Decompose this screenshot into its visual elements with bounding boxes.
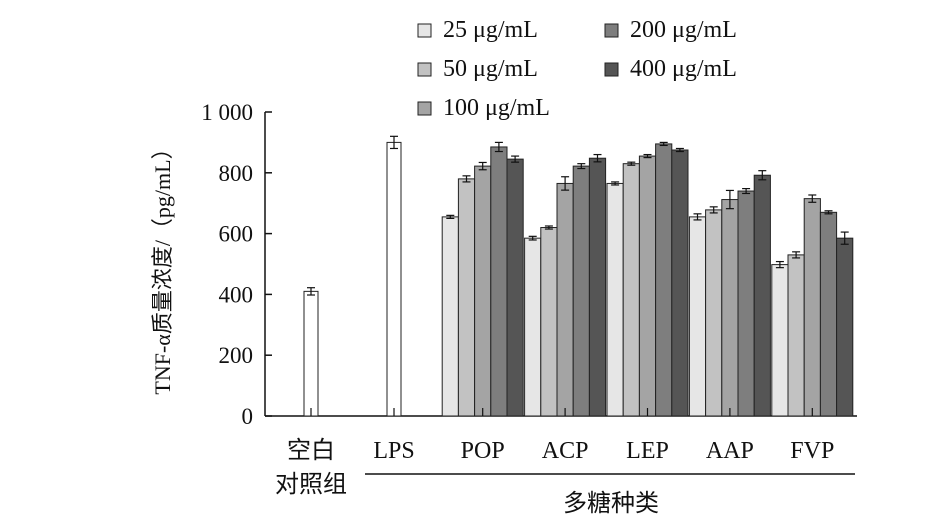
x-tick-label: AAP bbox=[706, 438, 754, 464]
bar bbox=[671, 149, 689, 417]
bar bbox=[540, 227, 558, 417]
bar bbox=[506, 158, 524, 417]
x-tick-label: LEP bbox=[626, 438, 669, 464]
bar bbox=[474, 165, 492, 417]
bar bbox=[753, 174, 771, 417]
legend-swatch bbox=[604, 23, 619, 38]
bar bbox=[787, 254, 805, 417]
bar bbox=[771, 264, 789, 417]
legend: 25 μg/mL 50 μg/mL 100 μg/mL 200 μg/mL 400 μg… bbox=[417, 17, 737, 121]
legend-label: 25 μg/mL bbox=[443, 17, 538, 43]
bar bbox=[556, 182, 574, 417]
legend-label: 400 μg/mL bbox=[630, 56, 737, 82]
legend-swatch bbox=[417, 62, 432, 77]
bar bbox=[490, 146, 508, 417]
y-axis: 0 200 400 600 800 1 000 bbox=[201, 100, 857, 429]
bar bbox=[655, 143, 673, 417]
bar bbox=[836, 237, 854, 417]
legend-label: 200 μg/mL bbox=[630, 17, 737, 43]
control-bar bbox=[303, 290, 319, 417]
x-axis-label: 多糖种类 bbox=[563, 490, 659, 517]
y-tick-label: 200 bbox=[219, 343, 254, 368]
y-tick-label: 400 bbox=[219, 282, 254, 307]
x-tick-label: 对照组 bbox=[275, 471, 347, 498]
bar bbox=[457, 178, 476, 417]
legend-swatch bbox=[417, 101, 432, 116]
y-tick-label: 1 000 bbox=[201, 100, 253, 125]
x-tick-label: LPS bbox=[373, 438, 414, 464]
x-tick-label: ACP bbox=[542, 438, 589, 464]
bar bbox=[721, 199, 739, 417]
bars bbox=[303, 135, 854, 417]
bar bbox=[638, 155, 657, 417]
x-tick-label: 空白 bbox=[287, 437, 335, 464]
bar bbox=[803, 198, 821, 417]
x-tick-label: POP bbox=[461, 438, 505, 464]
y-tick-label: 600 bbox=[219, 222, 254, 247]
bar bbox=[572, 165, 590, 417]
legend-swatch bbox=[604, 62, 619, 77]
bar bbox=[588, 157, 607, 417]
x-tick-label: FVP bbox=[790, 438, 834, 464]
legend-swatch bbox=[417, 23, 432, 38]
legend-label: 50 μg/mL bbox=[443, 56, 538, 82]
control-bar bbox=[386, 141, 402, 417]
bar bbox=[705, 209, 723, 417]
y-tick-label: 800 bbox=[219, 161, 254, 186]
legend-label: 100 μg/mL bbox=[443, 95, 550, 121]
y-tick-label: 0 bbox=[242, 404, 254, 429]
bar bbox=[441, 216, 459, 417]
bar bbox=[819, 211, 838, 417]
bar bbox=[524, 237, 542, 417]
bar bbox=[606, 182, 624, 417]
bar bbox=[688, 216, 707, 417]
y-axis-label: TNF-α质量浓度/（pg/mL） bbox=[150, 137, 175, 394]
bar bbox=[737, 190, 755, 417]
bar bbox=[622, 163, 640, 417]
